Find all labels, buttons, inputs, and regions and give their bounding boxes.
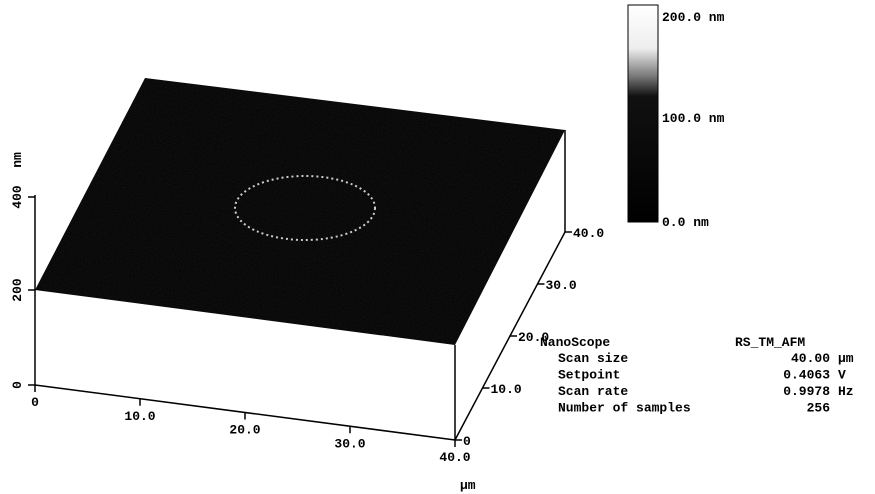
colorbar-label: 100.0 nm (662, 111, 725, 126)
info-label: Scan rate (558, 384, 628, 399)
z-tick-label: 200 (10, 278, 25, 302)
info-value: 256 (807, 401, 831, 416)
info-unit: V (838, 368, 846, 383)
info-label: Number of samples (558, 401, 691, 416)
z-tick-label: 0 (10, 381, 25, 389)
info-rows: Scan size 40.00 µm Setpoint 0.4063 V Scan rate… (558, 351, 854, 416)
colorbar (628, 5, 658, 222)
z-unit: nm (10, 152, 25, 168)
y-tick-label: 40.0 (573, 226, 604, 241)
info-title: NanoScope (540, 335, 610, 350)
info-value: 40.00 (791, 351, 830, 366)
info-label: Scan size (558, 351, 628, 366)
info-value: 0.9978 (783, 384, 830, 399)
y-tick-label: 10.0 (491, 382, 522, 397)
x-tick-label: 10.0 (124, 409, 155, 424)
surface-texture (35, 78, 565, 345)
info-unit: Hz (838, 384, 854, 399)
y-tick-label: 0 (463, 434, 471, 449)
x-tick-label: 20.0 (229, 423, 260, 438)
afm-image: 200.0 nm 100.0 nm 0.0 nm NanoScope RS_TM… (0, 0, 875, 494)
info-mode: RS_TM_AFM (735, 335, 805, 350)
x-tick-label: 30.0 (334, 436, 365, 451)
colorbar-label: 0.0 nm (662, 215, 709, 230)
x-tick-label: 40.0 (439, 450, 470, 465)
info-unit: µm (838, 351, 854, 366)
colorbar-label: 200.0 nm (662, 10, 725, 25)
y-tick-label: 20.0 (518, 330, 549, 345)
info-label: Setpoint (558, 368, 620, 383)
z-tick-label: 400 (10, 185, 25, 209)
y-tick-label: 30.0 (546, 278, 577, 293)
x-tick-label: 0 (31, 395, 39, 410)
x-unit: µm (460, 478, 476, 493)
info-value: 0.4063 (783, 368, 830, 383)
